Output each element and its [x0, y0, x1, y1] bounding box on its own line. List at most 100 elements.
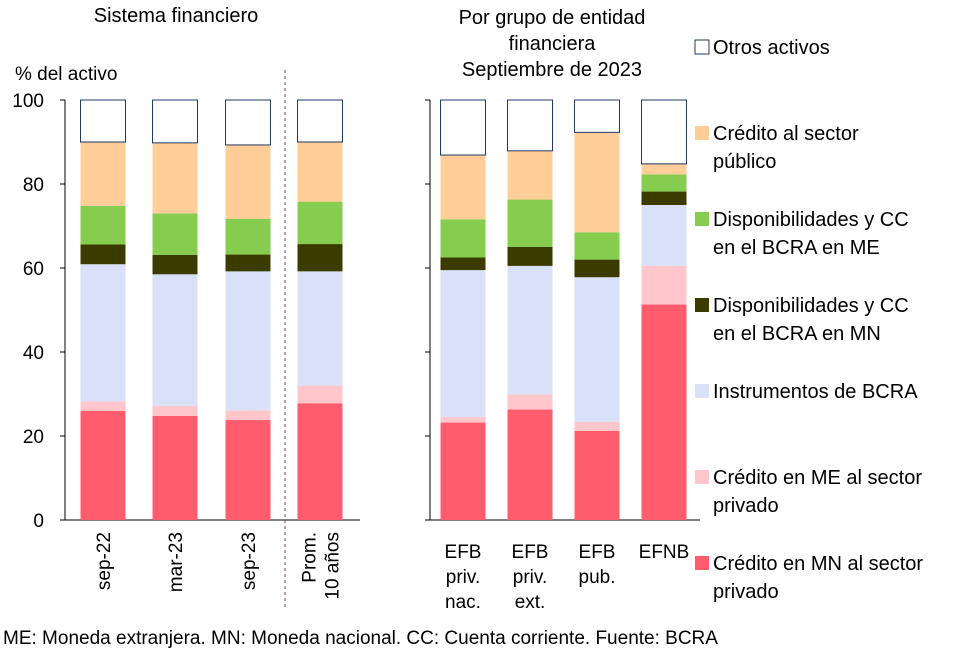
chart-axes: [60, 70, 700, 608]
bar-2-segment-2: [152, 405, 198, 416]
category-label-2-3-line-1: EFB: [579, 542, 616, 563]
bar-1-segment-1: [80, 410, 126, 520]
bar-6-segment-4: [507, 247, 553, 266]
bar-4-segment-4: [297, 244, 343, 272]
legend-swatch-5: [695, 384, 709, 398]
legend-label-6-line-2: privado: [713, 495, 779, 517]
bar-1-segment-6: [80, 142, 126, 206]
bar-5-segment-3: [440, 270, 486, 418]
bar-4-segment-7: [297, 99, 343, 143]
chart-legend: Otros activos Crédito al sector público Dis…: [694, 37, 923, 603]
bar-group-3: [225, 99, 271, 520]
bar-6-segment-3: [507, 265, 553, 395]
legend-label-3-line-2: en el BCRA en ME: [713, 237, 880, 259]
bar-2-segment-3: [152, 274, 198, 406]
bar-7-segment-1: [574, 430, 620, 520]
bar-6-segment-2: [507, 394, 553, 410]
legend-swatch-3: [695, 212, 709, 226]
bar-group-2: [152, 99, 198, 520]
bar-6-segment-6: [507, 150, 553, 200]
bar-3-segment-3: [225, 271, 271, 411]
bar-1-segment-5: [80, 205, 126, 245]
category-label-1-2-line-1: mar-23: [166, 532, 187, 592]
legend-label-7-line-1: Crédito en MN al sector: [713, 553, 923, 575]
bar-3-segment-6: [225, 144, 271, 219]
bar-2-segment-5: [152, 213, 198, 255]
bar-7-segment-2: [574, 421, 620, 431]
bar-8-segment-1: [641, 304, 687, 520]
bar-2-segment-1: [152, 415, 198, 520]
bar-4-segment-2: [297, 385, 343, 404]
chart-bars: [80, 99, 687, 520]
bar-8-segment-7: [641, 99, 687, 165]
category-label-2-1-line-2: priv.: [446, 567, 480, 588]
panel-title-2-line-2: financiera: [509, 33, 597, 55]
bar-1-segment-2: [80, 401, 126, 411]
category-label-2-1-line-1: EFB: [445, 542, 482, 563]
panel-title-2-line-3: Septiembre de 2023: [462, 59, 642, 81]
bar-5-segment-5: [440, 219, 486, 258]
legend-label-2-line-2: público: [713, 151, 776, 173]
bar-2-segment-4: [152, 254, 198, 275]
bar-5-segment-1: [440, 422, 486, 520]
legend-swatch-2: [695, 126, 709, 140]
bar-7-segment-4: [574, 259, 620, 278]
legend-label-2-line-1: Crédito al sector: [713, 123, 859, 145]
chart-labels: 0 20 40 60 80 100 Sistema financiero sep-22 mar-…: [12, 5, 689, 613]
category-label-2-3-line-2: pub.: [579, 567, 616, 588]
bar-group-1: [80, 99, 126, 520]
bar-3-segment-2: [225, 410, 271, 421]
category-label-1-4-line-2: 10 años: [323, 532, 344, 600]
bar-group-6: [507, 99, 553, 520]
bar-4-segment-6: [297, 142, 343, 202]
footnote: ME: Moneda extranjera. MN: Moneda nacion…: [3, 628, 718, 649]
bar-6-segment-7: [507, 99, 553, 152]
bar-5-segment-7: [440, 99, 486, 156]
y-tick-label-0: 0: [33, 511, 44, 532]
legend-label-4-line-1: Disponibilidades y CC: [713, 295, 909, 317]
bar-7-segment-6: [574, 132, 620, 233]
y-tick-label-40: 40: [23, 343, 44, 364]
bar-8-segment-5: [641, 174, 687, 192]
bar-1-segment-4: [80, 244, 126, 265]
category-label-2-2-line-3: ext.: [515, 592, 546, 613]
bar-group-8: [641, 99, 687, 520]
bar-5-segment-4: [440, 257, 486, 271]
y-tick-label-100: 100: [12, 91, 44, 112]
bar-3-segment-5: [225, 218, 271, 255]
legend-swatch-6: [695, 470, 709, 484]
panel-title-2-line-1: Por grupo de entidad: [459, 7, 646, 29]
y-tick-label-60: 60: [23, 259, 44, 280]
bar-2-segment-6: [152, 142, 198, 214]
bar-1-segment-7: [80, 99, 126, 143]
category-label-1-1-line-1: sep-22: [94, 532, 115, 590]
bar-1-segment-3: [80, 264, 126, 402]
legend-label-7-line-2: privado: [713, 581, 779, 603]
y-axis-label: % del activo: [15, 64, 117, 85]
bar-7-segment-5: [574, 232, 620, 260]
bar-8-segment-3: [641, 205, 687, 266]
bar-8-segment-2: [641, 265, 687, 305]
legend-label-3-line-1: Disponibilidades y CC: [713, 209, 909, 231]
bar-6-segment-5: [507, 199, 553, 247]
legend-swatch-4: [695, 298, 709, 312]
bar-6-segment-1: [507, 409, 553, 520]
category-label-2-1-line-3: nac.: [445, 592, 481, 613]
y-tick-label-80: 80: [23, 175, 44, 196]
bar-group-7: [574, 99, 620, 520]
panel-title-1-line-1: Sistema financiero: [94, 5, 259, 27]
bar-8-segment-4: [641, 191, 687, 205]
legend-swatch-1: [694, 39, 710, 55]
bar-5-segment-2: [440, 417, 486, 423]
legend-label-4-line-2: en el BCRA en MN: [713, 323, 881, 345]
bar-5-segment-6: [440, 155, 486, 220]
legend-swatch-7: [695, 556, 709, 570]
category-label-1-4-line-1: Prom.: [300, 532, 321, 583]
bar-4-segment-1: [297, 403, 343, 520]
legend-label-6-line-1: Crédito en ME al sector: [713, 467, 922, 489]
bar-8-segment-6: [641, 163, 687, 175]
category-label-2-4-line-1: EFNB: [639, 542, 690, 563]
legend-label-5-line-1: Instrumentos de BCRA: [713, 381, 918, 403]
bar-4-segment-3: [297, 271, 343, 386]
